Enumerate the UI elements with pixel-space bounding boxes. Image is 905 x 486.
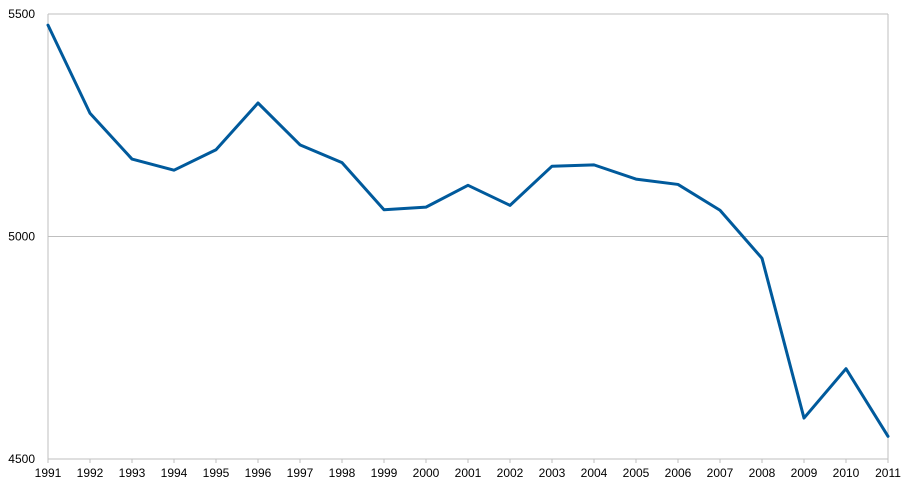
data-point xyxy=(382,208,386,212)
data-point xyxy=(760,256,764,260)
x-tick-label: 1992 xyxy=(77,466,104,480)
x-tick-label: 2011 xyxy=(875,466,901,480)
data-point xyxy=(340,161,344,165)
x-tick-label: 1994 xyxy=(161,466,188,480)
y-tick-label: 5500 xyxy=(8,7,35,21)
data-point xyxy=(424,205,428,209)
y-tick-label: 4500 xyxy=(8,452,35,466)
gridlines xyxy=(48,13,888,460)
y-axis-tick-labels: 4500 5000 5500 xyxy=(8,7,35,466)
data-point xyxy=(634,177,638,181)
data-point xyxy=(466,183,470,187)
series-group xyxy=(46,23,890,438)
x-tick-label: 2010 xyxy=(833,466,860,480)
x-tick-label: 1999 xyxy=(371,466,398,480)
x-tick-label: 2008 xyxy=(749,466,776,480)
data-point xyxy=(508,203,512,207)
x-tick-label: 1998 xyxy=(329,466,356,480)
data-point xyxy=(592,163,596,167)
series-line xyxy=(46,23,890,438)
data-point xyxy=(298,143,302,147)
x-tick-label: 1993 xyxy=(119,466,146,480)
data-point xyxy=(676,182,680,186)
x-tick-label: 1997 xyxy=(287,466,314,480)
x-tick-label: 2009 xyxy=(791,466,818,480)
data-point xyxy=(172,168,176,172)
data-point xyxy=(844,367,848,371)
plot-frame xyxy=(47,14,889,463)
data-point xyxy=(718,208,722,212)
y-tick-label: 5000 xyxy=(8,230,35,244)
x-tick-label: 2007 xyxy=(707,466,734,480)
data-point xyxy=(46,23,50,27)
data-point xyxy=(214,148,218,152)
data-point xyxy=(256,101,260,105)
data-point xyxy=(88,111,92,115)
x-tick-label: 2006 xyxy=(665,466,692,480)
x-tick-label: 2001 xyxy=(455,466,482,480)
x-tick-label: 1991 xyxy=(35,466,62,480)
x-tick-label: 1995 xyxy=(203,466,230,480)
x-tick-label: 2000 xyxy=(413,466,440,480)
data-point xyxy=(550,164,554,168)
data-point xyxy=(886,434,890,438)
x-tick-label: 2003 xyxy=(539,466,566,480)
x-tick-label: 2005 xyxy=(623,466,650,480)
x-tick-label: 2002 xyxy=(497,466,524,480)
x-tick-label: 2004 xyxy=(581,466,608,480)
data-point xyxy=(802,416,806,420)
data-point xyxy=(130,157,134,161)
x-tick-label: 1996 xyxy=(245,466,272,480)
x-axis-tick-labels: 1991 1992 1993 1994 1995 1996 1997 1998 1999 2000… xyxy=(35,466,902,480)
